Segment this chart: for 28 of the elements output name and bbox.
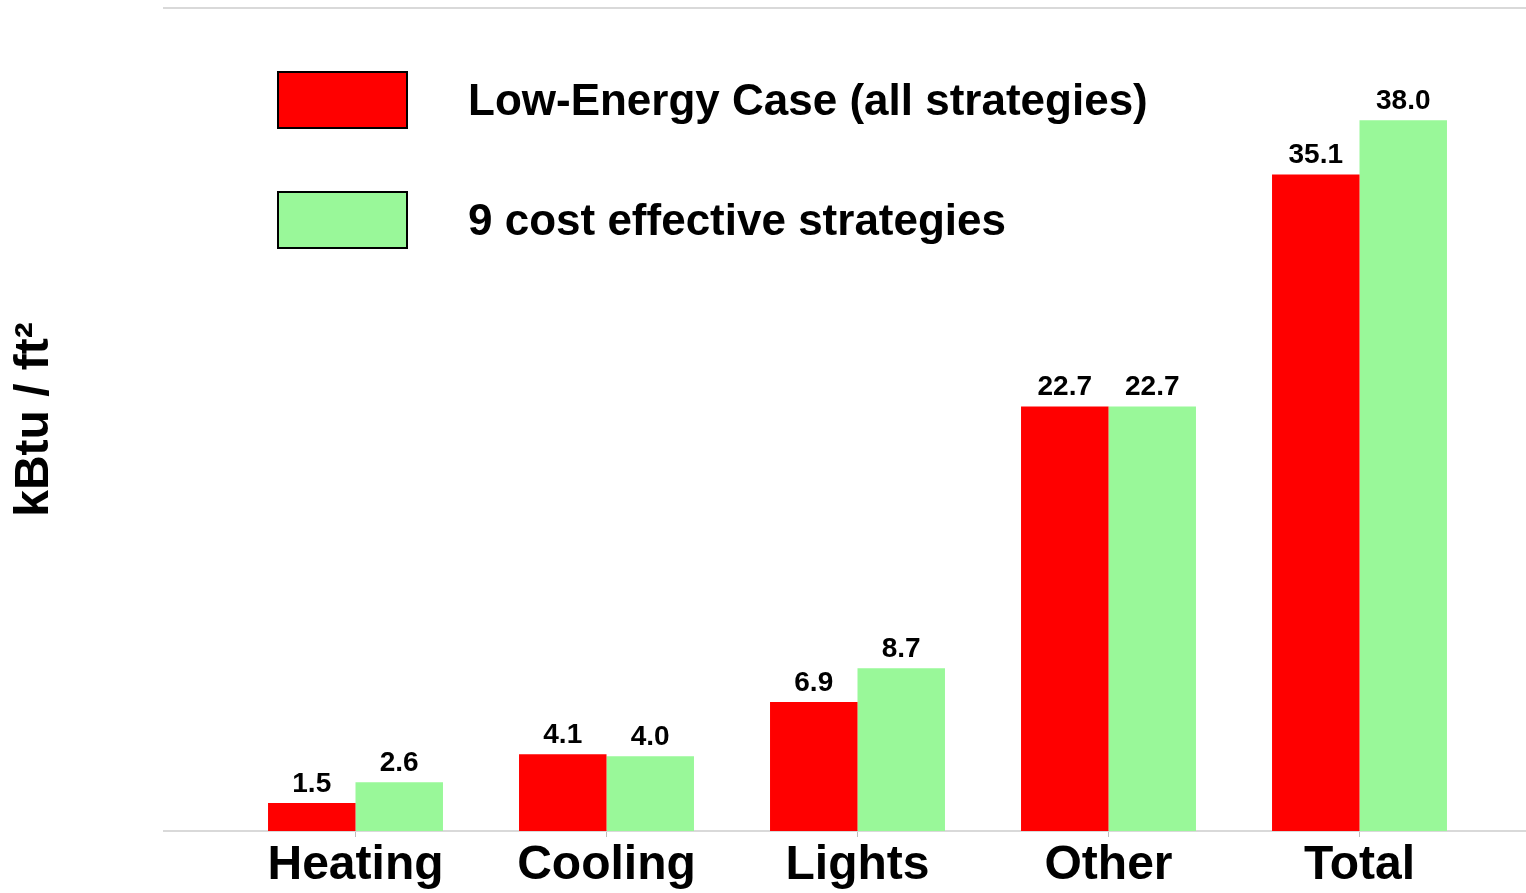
- bar: [1108, 406, 1196, 831]
- data-label: 2.6: [379, 746, 419, 778]
- y-axis-title: kBtu / ft²: [5, 322, 59, 517]
- data-label: 6.9: [794, 665, 834, 697]
- legend-label: 9 cost effective strategies: [468, 195, 1007, 244]
- data-label: 35.1: [1288, 138, 1344, 170]
- bar: [1272, 174, 1360, 831]
- x-tick-label: Other: [1044, 836, 1173, 890]
- data-label: 8.7: [881, 631, 921, 663]
- x-tick-label: Total: [1303, 836, 1416, 890]
- data-label: 38.0: [1375, 83, 1431, 115]
- legend-label: Low-Energy Case (all strategies): [468, 75, 1148, 124]
- bar: [770, 701, 858, 831]
- bar: [519, 754, 607, 831]
- x-tick-label: Cooling: [517, 836, 696, 890]
- data-label: 4.1: [543, 718, 583, 750]
- bar: [1359, 120, 1447, 831]
- bar: [857, 668, 945, 831]
- bar: [1021, 406, 1109, 831]
- bar: [606, 756, 694, 831]
- data-label: 4.0: [630, 719, 670, 751]
- data-label: 1.5: [292, 766, 332, 798]
- data-label: 22.7: [1037, 370, 1093, 402]
- bar: [355, 782, 443, 831]
- bar: [268, 802, 356, 831]
- x-tick-label: Lights: [785, 836, 930, 890]
- x-tick-label: Heating: [267, 836, 444, 890]
- data-label: 22.7: [1124, 370, 1180, 402]
